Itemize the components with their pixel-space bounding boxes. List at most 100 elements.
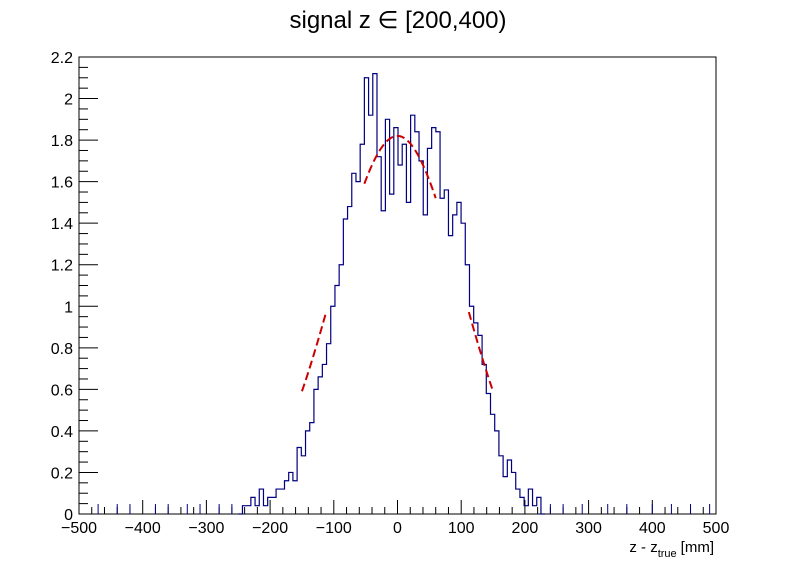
x-tick-label: 0 bbox=[393, 520, 402, 537]
histogram-bin bbox=[423, 215, 427, 514]
histogram-bin bbox=[385, 119, 389, 514]
x-axis-title-subscript: true bbox=[658, 548, 677, 560]
x-axis-title-unit: [mm] bbox=[681, 539, 714, 556]
histogram-bin bbox=[415, 132, 419, 514]
histogram-bin bbox=[495, 431, 499, 514]
histogram-bin bbox=[293, 481, 297, 514]
x-tick-label: 100 bbox=[448, 520, 475, 537]
histogram-bin bbox=[461, 223, 465, 514]
histogram-bin bbox=[402, 144, 406, 514]
histogram-bin bbox=[448, 236, 452, 514]
histogram-bin bbox=[272, 497, 276, 514]
x-tick-label: 400 bbox=[639, 520, 666, 537]
y-tick-label: 1 bbox=[64, 299, 73, 316]
histogram-series bbox=[97, 73, 711, 515]
histogram-bin bbox=[322, 364, 326, 514]
y-tick-label: 2 bbox=[64, 92, 73, 109]
histogram-bin bbox=[310, 423, 314, 514]
axis-ticks bbox=[78, 56, 717, 515]
histogram-bin bbox=[381, 211, 385, 514]
histogram-bin bbox=[453, 215, 457, 514]
x-tick-label: 500 bbox=[703, 520, 730, 537]
x-tick-label: −100 bbox=[316, 520, 352, 537]
histogram-bin bbox=[436, 132, 440, 514]
fit-segment bbox=[467, 311, 494, 392]
x-tick-label: 300 bbox=[575, 520, 602, 537]
histogram-bin bbox=[444, 190, 448, 514]
x-tick-label: −300 bbox=[188, 520, 224, 537]
fit-segment bbox=[301, 311, 328, 392]
histogram-bin bbox=[469, 306, 473, 514]
y-tick-label: 2.2 bbox=[51, 50, 73, 67]
histogram-bin bbox=[327, 344, 331, 514]
x-axis-title: z - ztrue [mm] bbox=[629, 539, 714, 560]
y-tick-label: 1.2 bbox=[51, 258, 73, 275]
histogram-bin bbox=[339, 265, 343, 514]
histogram-bin bbox=[406, 202, 410, 514]
y-tick-label: 1.6 bbox=[51, 175, 73, 192]
histogram-bin bbox=[242, 506, 246, 514]
fit-segment bbox=[363, 134, 437, 199]
histogram-bin bbox=[516, 489, 520, 514]
histogram-bin bbox=[419, 161, 423, 514]
histogram-bin bbox=[507, 460, 511, 514]
histogram-bin bbox=[276, 489, 280, 514]
histogram-bin bbox=[411, 115, 415, 514]
y-tick-label: 1.4 bbox=[51, 216, 73, 233]
y-tick-label: 0 bbox=[64, 507, 73, 524]
histogram-bin bbox=[474, 323, 478, 514]
histogram-bin bbox=[499, 456, 503, 514]
histogram-bin bbox=[491, 414, 495, 514]
histogram-bin bbox=[390, 194, 394, 514]
histogram-bin bbox=[318, 377, 322, 514]
histogram-bin bbox=[478, 335, 482, 514]
histogram-bin bbox=[251, 497, 255, 514]
histogram-bin bbox=[284, 481, 288, 514]
histogram-bin bbox=[369, 115, 373, 514]
histogram-bin bbox=[314, 389, 318, 514]
histogram-bin bbox=[537, 497, 541, 514]
histogram-bin bbox=[373, 74, 377, 514]
histogram-bin bbox=[394, 128, 398, 514]
histogram-bin bbox=[280, 489, 284, 514]
histogram-bin bbox=[348, 207, 352, 514]
x-tick-label: −500 bbox=[61, 520, 97, 537]
histogram-bin bbox=[268, 497, 272, 514]
histogram-bin bbox=[255, 506, 259, 514]
histogram-bin bbox=[259, 489, 263, 514]
histogram-bin bbox=[512, 472, 516, 514]
histogram-bin bbox=[263, 506, 267, 514]
histogram-bin bbox=[440, 198, 444, 514]
histogram-bin bbox=[364, 78, 368, 514]
histogram-bin bbox=[398, 165, 402, 514]
histogram-bin bbox=[457, 202, 461, 514]
histogram-bin bbox=[356, 182, 360, 514]
histogram-bin bbox=[352, 173, 356, 514]
chart-title: signal z ∈ [200,400) bbox=[289, 7, 506, 34]
histogram-step-line bbox=[238, 73, 546, 515]
histogram-bin bbox=[297, 448, 301, 514]
histogram-bin bbox=[343, 219, 347, 514]
histogram-bin bbox=[331, 306, 335, 514]
histogram-bin bbox=[520, 497, 524, 514]
x-axis-title-main: z - z bbox=[629, 539, 657, 556]
histogram-bin bbox=[306, 431, 310, 514]
histogram-bin bbox=[247, 506, 251, 514]
x-tick-label: 200 bbox=[512, 520, 539, 537]
histogram-bin bbox=[377, 157, 381, 514]
histogram-bin bbox=[503, 477, 507, 514]
x-tick-label: −200 bbox=[252, 520, 288, 537]
histogram-bin bbox=[533, 506, 537, 514]
histogram-bin bbox=[335, 286, 339, 515]
histogram-bin bbox=[360, 144, 364, 514]
y-tick-label: 0.8 bbox=[51, 341, 73, 358]
y-tick-label: 0.6 bbox=[51, 382, 73, 399]
histogram-bin bbox=[289, 472, 293, 514]
y-tick-label: 1.8 bbox=[51, 133, 73, 150]
histogram-bin bbox=[486, 394, 490, 514]
tick-labels: −500 −400 −300 −200 −100 0 100 200 300 400 500 0 0.2… bbox=[51, 50, 730, 537]
histogram-bin bbox=[301, 456, 305, 514]
histogram-bin bbox=[528, 489, 532, 514]
y-tick-label: 0.4 bbox=[51, 424, 73, 441]
